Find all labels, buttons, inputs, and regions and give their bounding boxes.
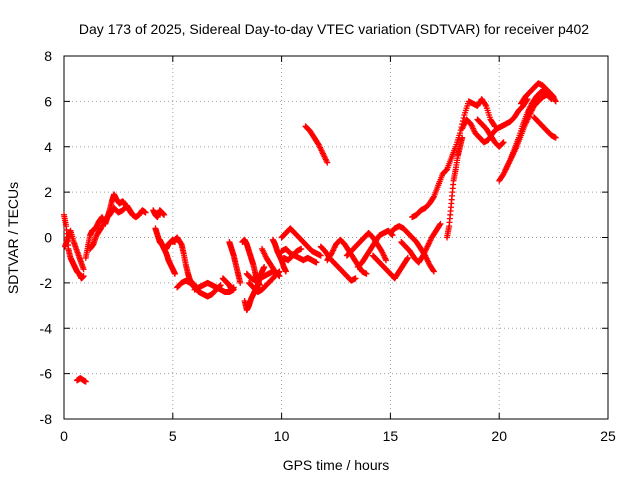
y-tick-label: -6 <box>40 366 53 382</box>
y-tick-label: -8 <box>40 411 53 427</box>
data-point <box>261 263 268 270</box>
x-axis-tick-labels: 0 5 10 15 20 25 <box>60 428 616 444</box>
data-point <box>459 134 466 141</box>
data-point <box>430 267 437 274</box>
data-point <box>499 139 506 146</box>
data-point <box>237 279 244 286</box>
data-point <box>404 256 411 263</box>
y-axis-label: SDTVAR / TECUs <box>5 182 21 294</box>
y-tick-label: -4 <box>40 320 53 336</box>
y-tick-label: 6 <box>44 93 52 109</box>
x-tick-label: 25 <box>600 428 616 444</box>
data-point <box>437 220 444 227</box>
gridlines <box>64 56 608 419</box>
chart-title: Day 173 of 2025, Sidereal Day-to-day VTE… <box>79 21 589 37</box>
data-point <box>142 209 149 216</box>
data-point <box>127 208 134 215</box>
x-tick-label: 15 <box>383 428 399 444</box>
y-tick-label: -2 <box>40 275 53 291</box>
y-tick-label: 0 <box>44 230 52 246</box>
x-tick-label: 0 <box>60 428 68 444</box>
data-point <box>128 209 135 216</box>
x-axis-label: GPS time / hours <box>283 457 390 473</box>
data-point <box>457 130 464 137</box>
data-point <box>352 275 359 282</box>
data-point <box>491 122 498 129</box>
data-point <box>383 257 390 264</box>
data-point <box>552 97 559 104</box>
data-point <box>82 378 89 385</box>
data-point <box>282 268 289 275</box>
data-series-sdtvar <box>61 80 559 385</box>
data-point <box>313 259 320 266</box>
y-tick-label: 4 <box>44 139 52 155</box>
data-point <box>80 266 87 273</box>
x-tick-label: 5 <box>169 428 177 444</box>
data-point <box>171 270 178 277</box>
data-point <box>552 134 559 141</box>
data-point <box>500 139 507 146</box>
data-point <box>230 284 237 291</box>
x-tick-label: 10 <box>274 428 290 444</box>
data-point <box>80 273 87 280</box>
data-point <box>404 254 411 261</box>
data-point <box>363 270 370 277</box>
data-point <box>276 273 283 280</box>
data-point <box>317 252 324 259</box>
data-point <box>436 222 443 229</box>
data-point <box>552 98 559 105</box>
data-point <box>430 268 437 275</box>
data-point <box>430 194 437 201</box>
data-point <box>298 245 305 252</box>
plot-area-frame <box>63 55 609 420</box>
y-tick-label: 8 <box>44 48 52 64</box>
data-point <box>324 159 331 166</box>
x-tick-label: 20 <box>491 428 507 444</box>
y-tick-label: 2 <box>44 184 52 200</box>
data-point <box>482 101 489 108</box>
data-point <box>275 272 282 279</box>
y-axis-tick-labels: -8 -6 -4 -2 0 2 4 6 8 <box>40 48 53 427</box>
data-point <box>161 211 168 218</box>
